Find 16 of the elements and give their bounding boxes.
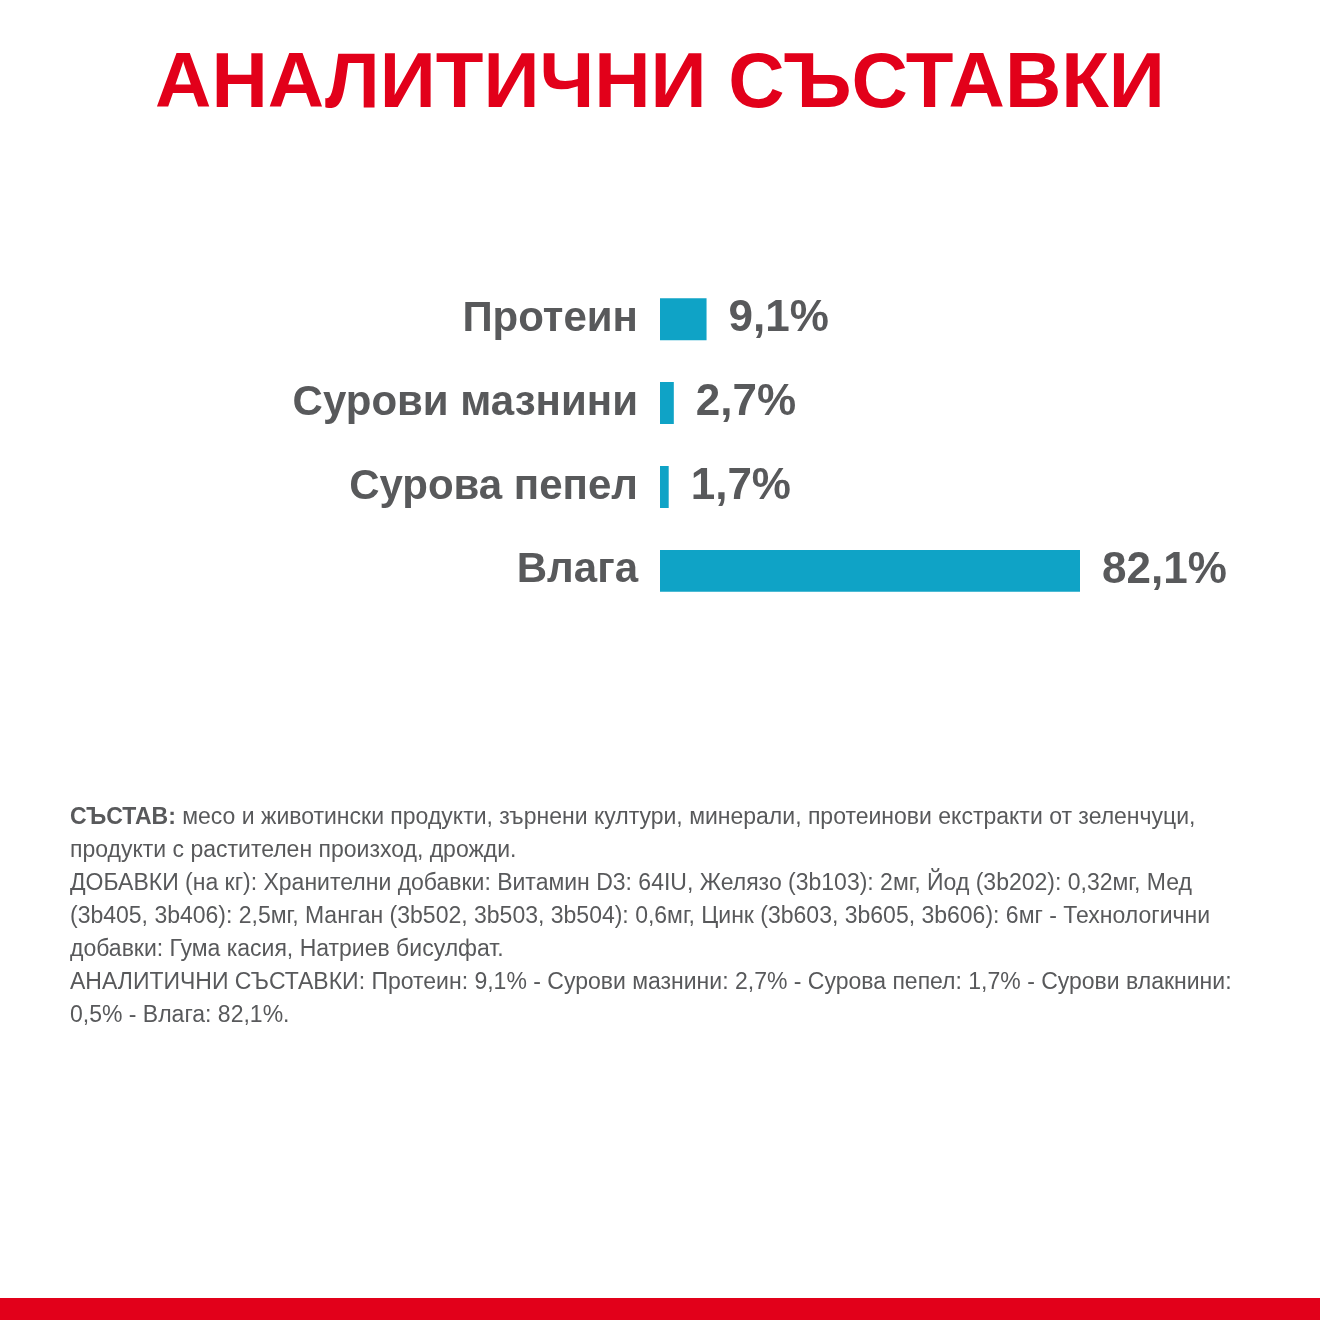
bar bbox=[660, 298, 707, 341]
chart-title: АНАЛИТИЧНИ СЪСТАВКИ bbox=[154, 35, 1166, 126]
bar bbox=[660, 465, 669, 508]
bar bbox=[660, 382, 674, 425]
text: АНАЛИТИЧНИ СЪСТАВКИ: Протеин: 9,1% - Сурови мазнини: 2,7% - Сурова пепел: 1,7% - Сурови влакнини: 0,5% - Влага: 82,1%. bbox=[70, 967, 1233, 1029]
data-label: 2,7% bbox=[695, 375, 797, 425]
data-label: 1,7% bbox=[690, 459, 791, 509]
data-label: 82,1% bbox=[1102, 542, 1227, 592]
y-tick-label: Влага bbox=[516, 544, 639, 592]
text: ДОБАВКИ (на кг): Хранителни добавки: Витамин D3: 64IU, Желязо (3b103): 2мг, Йод (3b202): 0,32мг, Мед (3b405, 3b406): 2,5мг, Манган (3b502, 3b503, 3b504): 0,6мг, Цинк (3b603, 3b605, 3b606): 6мг - Технологични добавки: Гума касия, Натриев бисулфат. bbox=[70, 867, 1212, 963]
y-tick-label: Сурови мазнини bbox=[292, 376, 638, 424]
text: СЪСТАВ: месо и животински продукти, зърнени култури, минерали, протеинови екстракти от зеленчуци, продукти с растителен произход, дрожди. bbox=[70, 802, 1197, 864]
y-tick-label: Сурова пепел bbox=[349, 460, 638, 508]
y-tick-label: Протеин bbox=[462, 292, 638, 340]
bar bbox=[660, 549, 1080, 592]
data-label: 9,1% bbox=[728, 291, 829, 341]
